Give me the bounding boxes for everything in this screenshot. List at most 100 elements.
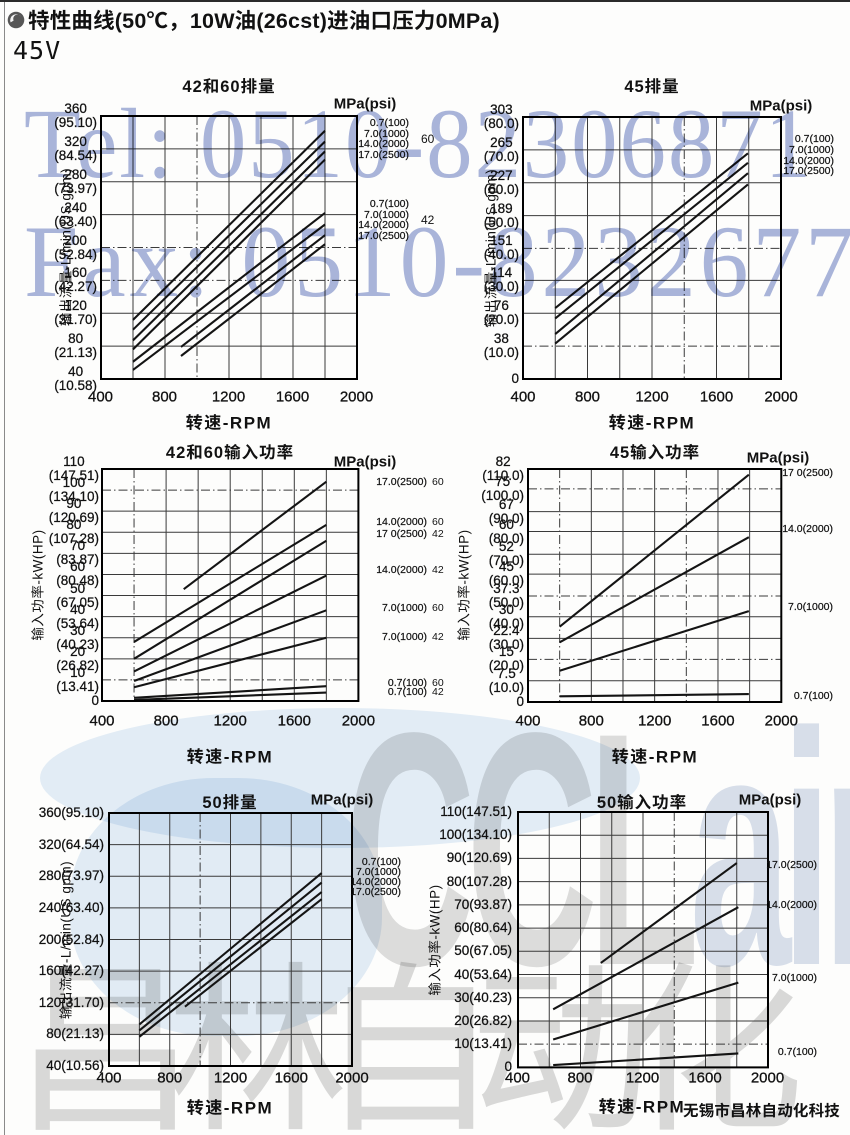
y-tick-label: 40 (10.58) (54, 363, 97, 393)
y-tick-label: 80(21.13) (46, 1026, 104, 1042)
y-tick-label: 90(120.69) (48, 496, 100, 526)
legend-item: 17 0(2500) (782, 466, 833, 479)
y-tick-sub-label: (147.51) (48, 468, 100, 483)
y-tick-label: 38 (10.0) (483, 331, 520, 361)
legend-item: 0.7(100) (794, 132, 834, 145)
y-tick-label: 280(73.97) (38, 868, 105, 884)
x-tick-label: 800 (574, 388, 601, 406)
legend-item: 17.0(2500) (358, 148, 409, 161)
legend-item-group: 60 (432, 475, 444, 488)
series-line (183, 480, 327, 591)
y-tick-sub-label: (60.0) (488, 573, 525, 589)
y-tick-sub-label: (107.28) (48, 531, 100, 547)
legend-group-label: 42 (421, 213, 435, 227)
y-tick-sub-label: (20.0) (488, 658, 525, 674)
bullet-dot (14, 18, 20, 24)
y-tick-label: 70(93.87) (454, 896, 512, 912)
series-line (554, 152, 749, 309)
y-tick-sub-label: (13.41) (56, 678, 99, 694)
x-tick-label: 1200 (625, 1069, 660, 1087)
x-axis-title: 转速-RPM (598, 1097, 686, 1117)
series-line (133, 685, 327, 699)
series-line (133, 539, 327, 660)
series-line (138, 891, 323, 1038)
chart-plot-flow-50 (108, 812, 353, 1067)
legend-item: 0.7(100) (369, 197, 409, 210)
x-tick-label: 1200 (635, 388, 669, 406)
chart-title: 42和60输入功率 (165, 443, 295, 462)
y-axis-title: 输入功率-kW(HP) (427, 884, 443, 996)
series-line (131, 150, 326, 342)
chart-plot-flow-42-60 (99, 115, 358, 380)
y-tick-sub-label: (90.0) (488, 510, 525, 526)
y-tick-label: 82 (110.0) (482, 453, 524, 483)
x-tick-label: 2000 (339, 388, 374, 406)
y-tick-label: 40(53.64) (454, 966, 512, 982)
legend-item: 14.0(2000) (376, 515, 427, 528)
y-tick-sub-label: (73.97) (54, 180, 97, 196)
x-tick-label: 2000 (335, 1069, 369, 1087)
x-tick-label: 1200 (213, 712, 247, 730)
legend-header: MPa(psi) (746, 449, 810, 467)
y-tick-sub-label: (100.0) (481, 487, 524, 503)
y-tick-label: 240(63.40) (38, 899, 105, 915)
y-tick-label: 160(42.27) (54, 265, 97, 295)
y-tick-label: 40(53.64) (56, 601, 99, 631)
x-tick-label: 1200 (637, 712, 672, 730)
chart-title: 45排量 (624, 77, 680, 96)
y-tick-sub-label: (63.40) (54, 213, 97, 229)
x-tick-label: 400 (504, 1069, 531, 1087)
legend-item: 0.7(100) (387, 676, 427, 689)
legend-item-group: 60 (432, 515, 444, 528)
y-tick-label: 320(64.54) (38, 836, 105, 852)
x-tick-label: 400 (96, 1069, 122, 1087)
legend-item-group: 42 (432, 630, 444, 643)
series-line (133, 609, 327, 682)
x-axis-title: 转速-RPM (185, 413, 273, 433)
x-tick-label: 1200 (213, 1069, 248, 1087)
legend-item: 7.0(1000) (364, 208, 409, 221)
legend-item: 17.0(2500) (376, 475, 427, 488)
y-tick-label: 110(147.51) (48, 453, 100, 483)
legend-header: MPa(psi) (333, 453, 397, 471)
chart-title: 50排量 (202, 793, 258, 812)
series-line (138, 881, 323, 1032)
y-tick-sub-label: (20.0) (483, 312, 520, 328)
left-border-rule (4, 2, 5, 1135)
x-tick-label: 400 (510, 388, 536, 406)
legend-item: 17.0(2500) (358, 229, 409, 242)
legend-item: 0.7(100) (777, 1045, 817, 1058)
series-line (131, 212, 326, 363)
y-tick-label: 40(10.56) (46, 1057, 104, 1073)
y-tick-sub-label: (80.0) (488, 530, 525, 546)
chart-plot-power-42-60 (100, 468, 360, 702)
y-tick-label: 90(120.69) (446, 850, 513, 866)
legend-item: 7.0(1000) (789, 143, 834, 156)
y-tick-label: 75 (100.0) (481, 473, 524, 503)
x-tick-label: 1600 (688, 1069, 722, 1087)
y-tick-label: 22.4 (30.0) (488, 623, 525, 653)
y-tick-sub-label: (84.54) (54, 147, 97, 163)
bullet-swirl (10, 14, 21, 23)
series-line (554, 162, 749, 320)
x-tick-label: 1600 (275, 388, 310, 406)
x-axis-title: 转速-RPM (186, 1098, 274, 1118)
legend-header: MPa(psi) (749, 97, 813, 115)
y-tick-sub-label: (67.05) (56, 594, 99, 610)
section-bullet-icon (7, 11, 25, 29)
legend-item: 14.0(2000) (350, 875, 401, 888)
y-tick-sub-label: (134.10) (48, 489, 100, 505)
series-line (559, 692, 749, 698)
legend-header: MPa(psi) (333, 95, 397, 113)
legend-item: 7.0(1000) (772, 971, 817, 984)
y-tick-label: 120(31.70) (38, 994, 105, 1010)
chart-plot-power-45 (526, 468, 783, 703)
y-tick-sub-label: (40.23) (56, 636, 99, 652)
chart-plot-power-50 (516, 810, 769, 1069)
legend-item: 14.0(2000) (376, 563, 427, 576)
footer-company-name: 无锡市昌林自动化科技 (683, 1103, 841, 1120)
y-tick-label: 30(40.23) (56, 622, 99, 652)
legend-group-label: 60 (421, 132, 435, 146)
y-tick-sub-label: (70.0) (483, 148, 520, 164)
